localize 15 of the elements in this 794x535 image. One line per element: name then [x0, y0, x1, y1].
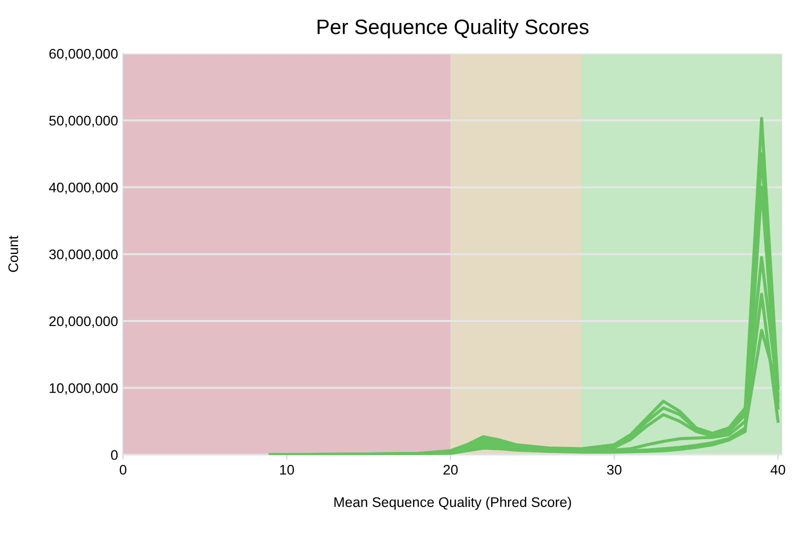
- x-tick-label: 20: [444, 464, 458, 475]
- chart-title: Per Sequence Quality Scores: [318, 18, 588, 38]
- y-tick-label: 50,000,000: [49, 116, 118, 128]
- y-tick-label: 20,000,000: [49, 316, 118, 328]
- x-tick-label: 40: [770, 464, 786, 475]
- y-tick-label: 40,000,000: [49, 182, 118, 194]
- y-tick-label: 10,000,000: [50, 383, 118, 395]
- y-tick-label: 30,000,000: [49, 249, 118, 261]
- y-tick-label: 60,000,000: [49, 48, 118, 60]
- x-tick-label: 0: [120, 464, 126, 475]
- y-axis-title: Count: [8, 236, 18, 272]
- x-tick-label: 30: [607, 464, 622, 475]
- y-tick-label: 0: [111, 450, 118, 460]
- x-axis-title: Mean Sequence Quality (Phred Score): [334, 496, 571, 510]
- x-tick-label: 10: [280, 464, 294, 475]
